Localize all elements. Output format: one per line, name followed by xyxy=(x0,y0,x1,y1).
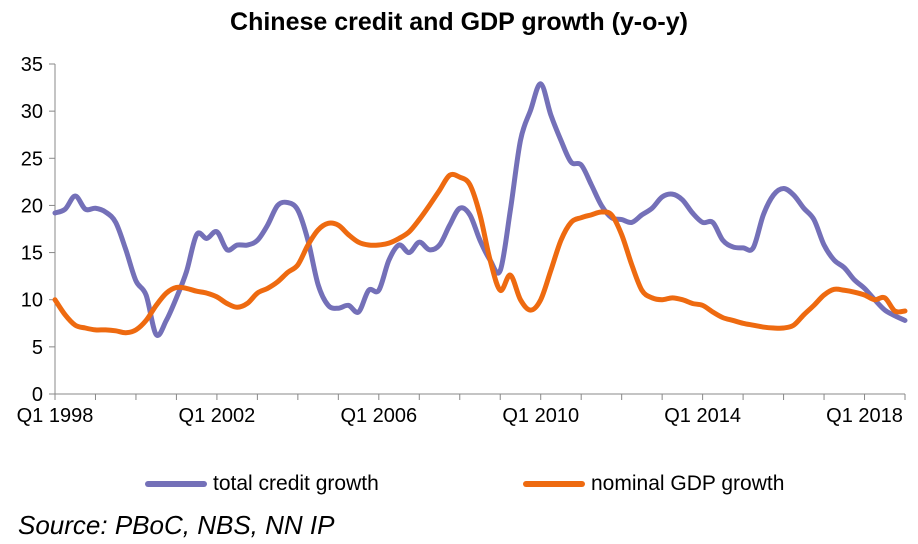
series-line-nominal-gdp-growth xyxy=(52,171,908,336)
y-tick-label: 5 xyxy=(32,337,43,359)
x-tick-label: Q1 2006 xyxy=(340,405,417,427)
x-tick-label: Q1 1998 xyxy=(17,405,94,427)
plot-area: 0 5 10 15 20 25 30 35 Q1 1998 Q1 2002 Q1 2006 Q1 20… xyxy=(17,54,908,427)
y-tick-label: 20 xyxy=(21,195,43,217)
source-note: Source: PBoC, NBS, NN IP xyxy=(18,510,335,540)
series-line-total-credit-growth xyxy=(52,81,908,338)
x-tick-label: Q1 2002 xyxy=(179,405,256,427)
legend-swatch-credit xyxy=(145,481,207,487)
y-tick-label: 10 xyxy=(21,290,43,312)
legend-label-gdp: nominal GDP growth xyxy=(591,472,785,495)
x-tick-label: Q1 2018 xyxy=(826,405,903,427)
legend-item-gdp: nominal GDP growth xyxy=(523,472,784,496)
y-tick-label: 0 xyxy=(32,384,43,406)
legend-label-credit: total credit growth xyxy=(213,472,379,495)
legend-item-credit: total credit growth xyxy=(145,472,379,496)
y-tick-label: 30 xyxy=(21,101,43,123)
x-tick-label: Q1 2010 xyxy=(502,405,579,427)
y-tick-label: 25 xyxy=(21,148,43,170)
legend-swatch-gdp xyxy=(523,481,585,487)
chart-title: Chinese credit and GDP growth (y-o-y) xyxy=(230,8,688,36)
x-tick-label: Q1 2014 xyxy=(664,405,741,427)
y-tick-label: 35 xyxy=(21,54,43,76)
y-tick-label: 15 xyxy=(21,243,43,265)
